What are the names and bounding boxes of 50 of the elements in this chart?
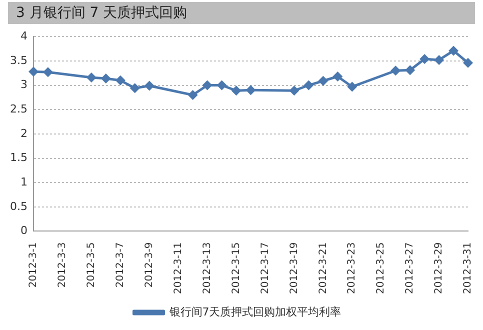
x-tick-label: 2012-3-15 [230,242,242,294]
x-tick-label: 2012-3-27 [404,242,416,294]
x-tick-label: 2012-3-23 [346,242,358,294]
point [130,83,140,94]
y-tick-label: 3.5 [10,54,28,67]
point [28,66,38,77]
point [332,72,343,82]
point [304,80,314,90]
y-tick-label: 0 [20,224,28,238]
point [188,90,198,100]
point [390,66,401,76]
chart-title: 3 月银行间 7 天质押式回购 [8,2,475,24]
point [463,58,473,68]
x-tick-label: 2012-3-11 [172,242,184,294]
y-tick-label: 1 [20,175,28,188]
point [42,67,53,78]
point [246,85,256,96]
x-tick-label: 2012-3-29 [434,242,445,294]
x-tick-label: 2012-3-9 [144,242,155,288]
point [434,54,444,65]
y-tick-label: 2.5 [10,102,28,116]
x-tick-label: 2012-3-31 [462,242,474,294]
x-tick-label: 2012-3-25 [376,242,387,294]
x-tick-label: 2012-3-7 [114,242,126,288]
point [216,80,227,90]
point [202,80,212,90]
y-tick-label: 0.5 [10,200,28,213]
x-tick-label: 2012-3-5 [86,242,98,288]
x-tick-label: 2012-3-1 [28,242,40,288]
point [448,46,459,56]
y-tick-label: 3 [20,78,28,92]
x-tick-label: 2012-3-17 [260,242,271,294]
point [231,86,242,96]
point [289,86,300,96]
point [347,82,358,92]
y-tick-label: 2 [20,126,28,140]
x-tick-label: 2012-3-13 [202,242,213,294]
legend-label: 银行间7天质押式回购加权平均利率 [168,305,342,318]
point [100,73,111,84]
x-tick-label: 2012-3-3 [57,242,68,288]
x-tick-label: 2012-3-19 [288,242,300,294]
point [86,72,96,82]
y-tick-label: 1.5 [10,151,28,164]
x-tick-label: 2012-3-21 [318,242,329,294]
y-tick-label: 4 [20,29,28,42]
point [115,75,126,86]
point [405,65,416,76]
point [144,80,154,91]
point [318,76,328,86]
point [420,54,430,64]
